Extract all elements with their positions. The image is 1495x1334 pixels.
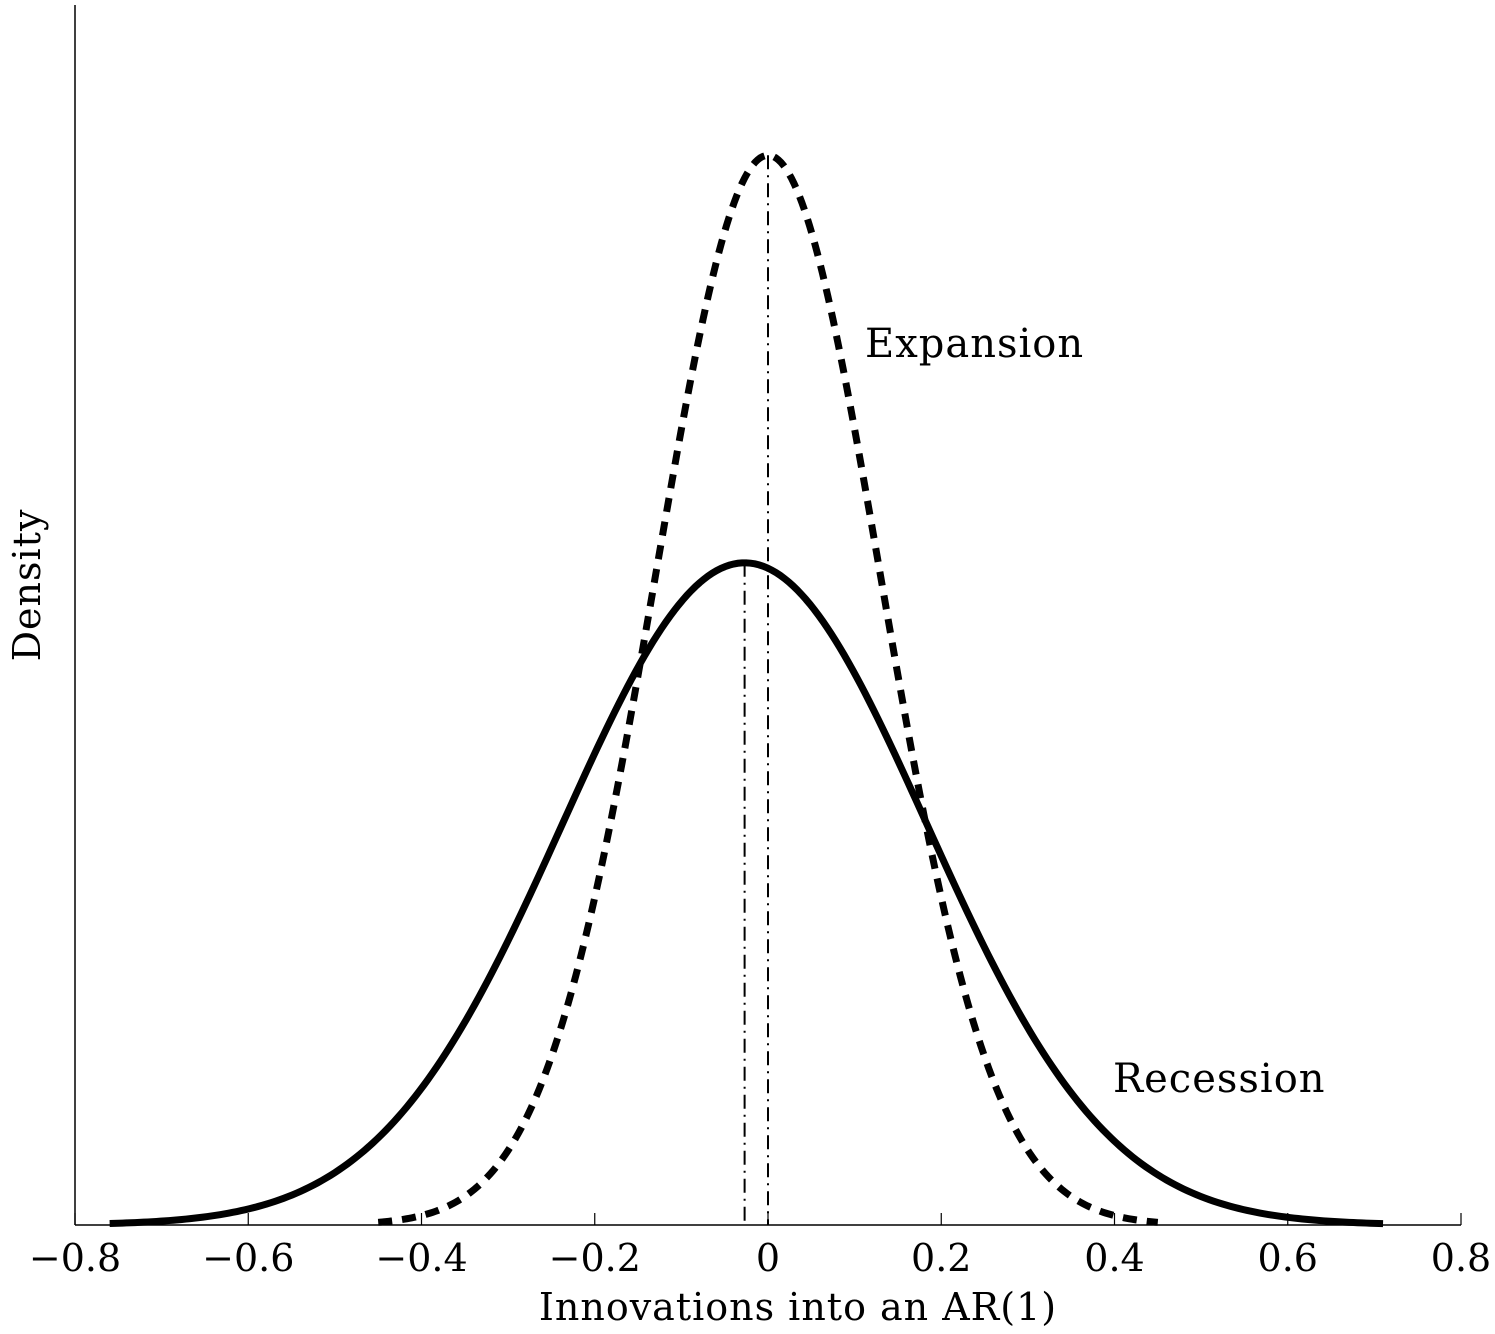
x-tick-label: 0 [756, 1236, 780, 1280]
x-axis-label: Innovations into an AR(1) [539, 1285, 1057, 1329]
x-ticks: −0.8 −0.6 −0.4 −0.2 0 0.2 0.4 0.6 0.8 [29, 1213, 1491, 1280]
annotation-expansion: Expansion [865, 321, 1084, 367]
series-expansion-line [377, 151, 1159, 1226]
curves [109, 151, 1384, 1228]
x-tick-label: 0.4 [1084, 1236, 1144, 1280]
x-tick-label: −0.8 [29, 1236, 121, 1280]
x-tick-label: 0.2 [911, 1236, 971, 1280]
series-recession-line [109, 559, 1384, 1228]
x-tick-label: 0.6 [1258, 1236, 1318, 1280]
y-axis-label: Density [5, 509, 49, 662]
x-tick-label: 0.8 [1431, 1236, 1491, 1280]
x-tick-label: −0.4 [375, 1236, 467, 1280]
x-tick-label: −0.6 [202, 1236, 294, 1280]
annotation-recession: Recession [1113, 1056, 1326, 1102]
x-tick-label: −0.2 [549, 1236, 641, 1280]
